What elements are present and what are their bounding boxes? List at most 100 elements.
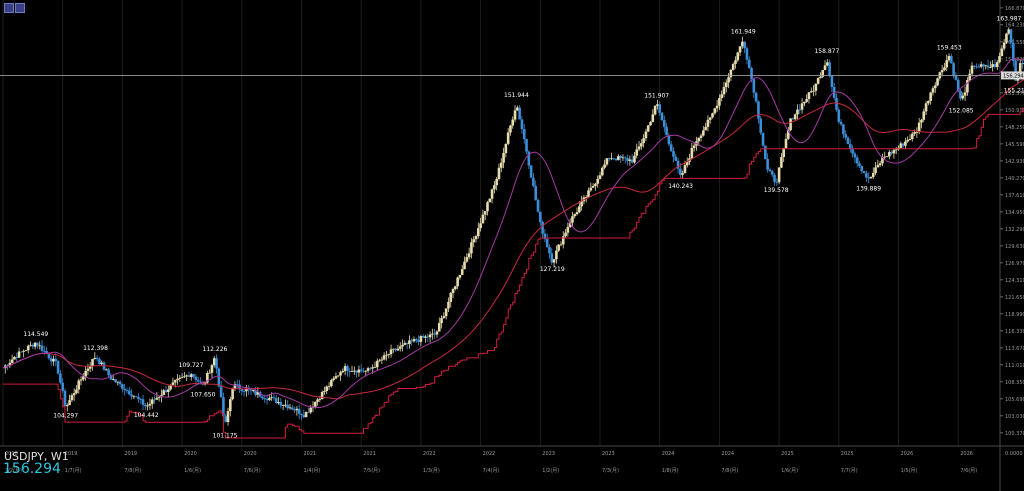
candle-body <box>1018 63 1022 74</box>
candle-body <box>846 137 850 145</box>
candle-body <box>215 358 218 369</box>
candle-body <box>750 67 753 80</box>
candle-body <box>378 360 381 362</box>
candle-body <box>415 339 418 341</box>
y-tick-label: 118.990 <box>1005 312 1024 318</box>
candle-body <box>343 366 347 372</box>
candle-body <box>401 344 404 347</box>
y-tick-label: 129.630 <box>1005 244 1024 250</box>
candle-body <box>144 404 147 407</box>
candle-body <box>288 407 292 409</box>
candle-body <box>945 60 949 68</box>
candle-body <box>17 351 21 358</box>
candle-body <box>495 178 498 186</box>
candle-body <box>481 214 485 224</box>
candle-body <box>233 384 237 389</box>
candle-body <box>676 160 680 169</box>
candle-body <box>114 379 117 383</box>
x-year-label: 2019 <box>124 451 137 457</box>
candle-body <box>272 397 276 399</box>
candle-body <box>979 64 983 67</box>
candle-body <box>685 161 689 166</box>
candle-body <box>222 397 225 417</box>
candle-body <box>98 359 101 365</box>
x-year-label: 2018 <box>5 451 18 457</box>
candle-body <box>33 342 37 347</box>
x-date-label: 1/6(月) <box>781 468 798 474</box>
candle-body <box>529 165 533 178</box>
candle-body <box>628 159 632 161</box>
y-axis-bottom-label: 0.0000 <box>1005 451 1023 457</box>
candle-body <box>15 356 19 358</box>
candle-body <box>362 370 365 372</box>
candle-body <box>842 124 845 135</box>
candle-body <box>65 405 69 407</box>
candle-body <box>371 367 374 369</box>
candle-body <box>653 105 657 115</box>
candle-body <box>169 384 172 390</box>
candle-body <box>798 109 802 111</box>
candle-body <box>194 376 198 380</box>
candle-body <box>557 244 560 251</box>
x-date-label: 7/3(月) <box>602 468 619 474</box>
candle-body <box>596 178 600 184</box>
candle-body <box>764 145 767 160</box>
candle-body <box>146 405 149 407</box>
candle-body <box>458 274 462 278</box>
candle-body <box>295 408 299 411</box>
candle-body <box>552 259 556 263</box>
candle-body <box>265 398 269 401</box>
candle-body <box>959 90 962 99</box>
candle-body <box>780 156 783 168</box>
candle-body <box>105 369 108 371</box>
candle-body <box>692 145 696 149</box>
candle-body <box>876 165 880 168</box>
y-tick-label: 103.030 <box>1005 414 1024 420</box>
candle-body <box>642 138 645 144</box>
price-annotation: 114.549 <box>23 331 48 338</box>
chart-settings-icon[interactable] <box>4 3 14 13</box>
candle-body <box>40 345 44 351</box>
candle-body <box>734 60 737 64</box>
x-date-label: 7/6(月) <box>960 468 977 474</box>
chart-toggle-icon[interactable] <box>15 3 25 13</box>
y-tick-label: 132.290 <box>1005 227 1024 233</box>
candle-body <box>447 301 450 309</box>
candle-body <box>573 214 577 217</box>
candle-body <box>504 143 508 154</box>
candle-body <box>665 126 668 136</box>
candle-body <box>807 92 811 100</box>
price-annotation: 163.987 <box>997 15 1022 22</box>
trailing-step-line <box>3 107 1024 439</box>
candle-body <box>185 375 188 377</box>
candle-body <box>82 376 85 380</box>
candle-body <box>164 390 168 393</box>
candle-body <box>300 413 303 415</box>
candle-body <box>72 393 76 396</box>
price-annotation: 104.442 <box>134 412 159 419</box>
candle-body <box>775 181 779 183</box>
candle-body <box>782 148 785 157</box>
candle-body <box>610 158 613 160</box>
x-date-label: 7/5(月) <box>363 468 380 474</box>
candle-body <box>256 392 260 395</box>
candle-body <box>268 398 271 401</box>
candle-body <box>617 156 620 161</box>
x-year-label: 2024 <box>721 451 734 457</box>
x-year-label: 2021 <box>303 451 316 457</box>
candle-body <box>474 236 478 240</box>
candle-body <box>830 76 834 88</box>
candle-body <box>803 101 806 104</box>
candle-body <box>493 185 496 190</box>
candle-body <box>612 158 616 160</box>
candle-body <box>770 171 774 175</box>
candle-body <box>240 388 244 392</box>
y-tick-label: 153.570 <box>1005 91 1024 97</box>
candle-body <box>454 286 457 290</box>
candle-body <box>426 336 430 338</box>
x-year-label: 2026 <box>960 451 973 457</box>
candle-body <box>812 90 815 92</box>
candle-body <box>534 186 538 200</box>
candle-body <box>22 351 25 352</box>
